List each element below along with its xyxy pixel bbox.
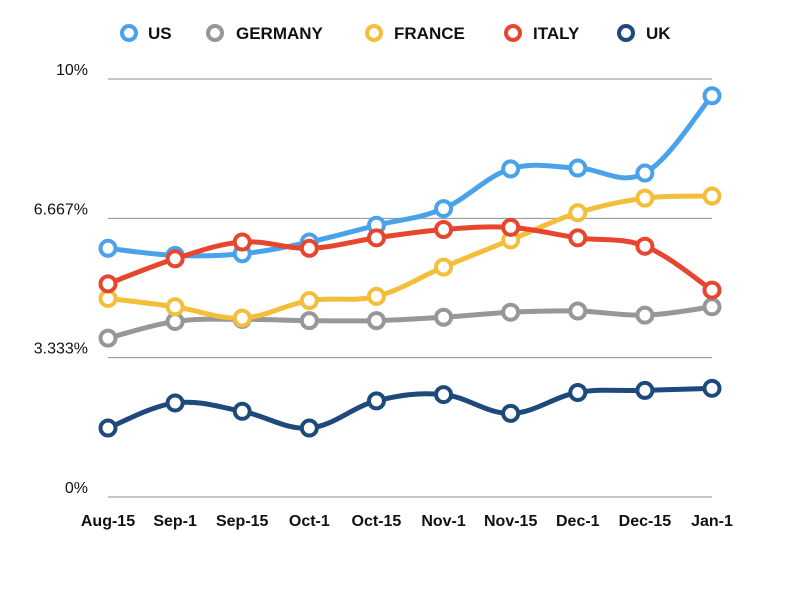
data-point-italy — [366, 228, 386, 248]
series-line-italy — [105, 224, 715, 293]
x-tick-label: Sep-15 — [216, 513, 269, 530]
data-point-uk — [434, 385, 454, 405]
data-point-germany — [702, 297, 722, 317]
y-tick-label: 10% — [56, 62, 88, 79]
data-point-france — [635, 188, 655, 208]
legend-marker — [120, 24, 138, 42]
data-point-us — [568, 158, 588, 178]
x-tick-label: Nov-15 — [484, 513, 537, 530]
legend-item-germany: GERMANY — [206, 24, 324, 43]
data-point-us — [98, 238, 118, 258]
x-tick-label: Oct-15 — [352, 513, 402, 530]
data-point-germany — [568, 301, 588, 321]
series-italy — [98, 217, 722, 300]
data-point-germany — [98, 328, 118, 348]
data-point-us — [434, 199, 454, 219]
data-point-us — [501, 159, 521, 179]
legend-item-france: FRANCE — [365, 24, 465, 43]
legend-label: US — [148, 24, 172, 43]
series-us — [98, 86, 722, 265]
data-point-uk — [501, 403, 521, 423]
data-point-us — [702, 86, 722, 106]
series-line-us — [105, 93, 715, 259]
data-point-us — [635, 163, 655, 183]
data-point-uk — [635, 380, 655, 400]
data-point-uk — [299, 418, 319, 438]
data-point-uk — [702, 378, 722, 398]
data-point-germany — [434, 307, 454, 327]
y-tick-label: 6.667% — [34, 201, 88, 218]
legend-item-italy: ITALY — [504, 24, 580, 43]
data-point-france — [434, 257, 454, 277]
data-point-italy — [299, 238, 319, 258]
x-tick-label: Sep-1 — [153, 513, 197, 530]
y-tick-label: 0% — [65, 480, 88, 497]
data-point-italy — [165, 249, 185, 269]
data-point-italy — [501, 217, 521, 237]
data-point-uk — [232, 401, 252, 421]
data-point-france — [568, 203, 588, 223]
series-france — [98, 186, 722, 328]
data-point-germany — [366, 311, 386, 331]
x-axis-tick-labels: Aug-15 Sep-1 Sep-15 Oct-1 Oct-15 Nov-1 Nov-15 D… — [81, 513, 733, 530]
data-point-france — [366, 286, 386, 306]
legend-label: ITALY — [533, 24, 580, 43]
legend-marker — [504, 24, 522, 42]
legend-item-us: US — [120, 24, 172, 43]
legend-label: GERMANY — [236, 24, 324, 43]
x-tick-label: Dec-1 — [556, 513, 600, 530]
legend-marker — [206, 24, 224, 42]
data-point-france — [165, 297, 185, 317]
data-point-italy — [702, 280, 722, 300]
series-line-germany — [105, 304, 715, 341]
data-point-france — [702, 186, 722, 206]
data-point-uk — [568, 383, 588, 402]
series-uk — [98, 378, 722, 438]
data-point-france — [232, 308, 252, 328]
data-point-uk — [366, 391, 386, 411]
data-point-germany — [299, 311, 319, 331]
data-point-italy — [232, 232, 252, 252]
legend-marker — [617, 24, 635, 42]
data-point-italy — [635, 236, 655, 256]
x-tick-label: Aug-15 — [81, 513, 135, 530]
x-tick-label: Oct-1 — [289, 513, 330, 530]
data-point-italy — [98, 274, 118, 294]
data-point-france — [299, 291, 319, 311]
x-tick-label: Jan-1 — [691, 513, 733, 530]
data-point-uk — [98, 418, 118, 438]
legend-label: FRANCE — [394, 24, 465, 43]
gridlines — [108, 78, 712, 498]
data-point-uk — [165, 393, 185, 413]
data-point-germany — [635, 305, 655, 325]
legend: US GERMANY FRANCE ITALY UK — [120, 24, 671, 43]
data-point-italy — [434, 219, 454, 239]
series-germany — [98, 297, 722, 348]
legend-label: UK — [646, 24, 671, 43]
y-tick-label: 3.333% — [34, 341, 88, 358]
x-tick-label: Nov-1 — [421, 513, 466, 530]
series-line-france — [105, 193, 715, 321]
data-point-italy — [568, 228, 588, 248]
x-tick-label: Dec-15 — [619, 513, 672, 530]
series-line-uk — [105, 385, 715, 431]
series-lines — [98, 86, 722, 438]
y-axis-tick-labels: 0% 3.333% 6.667% 10% — [34, 62, 88, 497]
legend-marker — [365, 24, 383, 42]
legend-item-uk: UK — [617, 24, 671, 43]
data-point-germany — [501, 302, 521, 322]
